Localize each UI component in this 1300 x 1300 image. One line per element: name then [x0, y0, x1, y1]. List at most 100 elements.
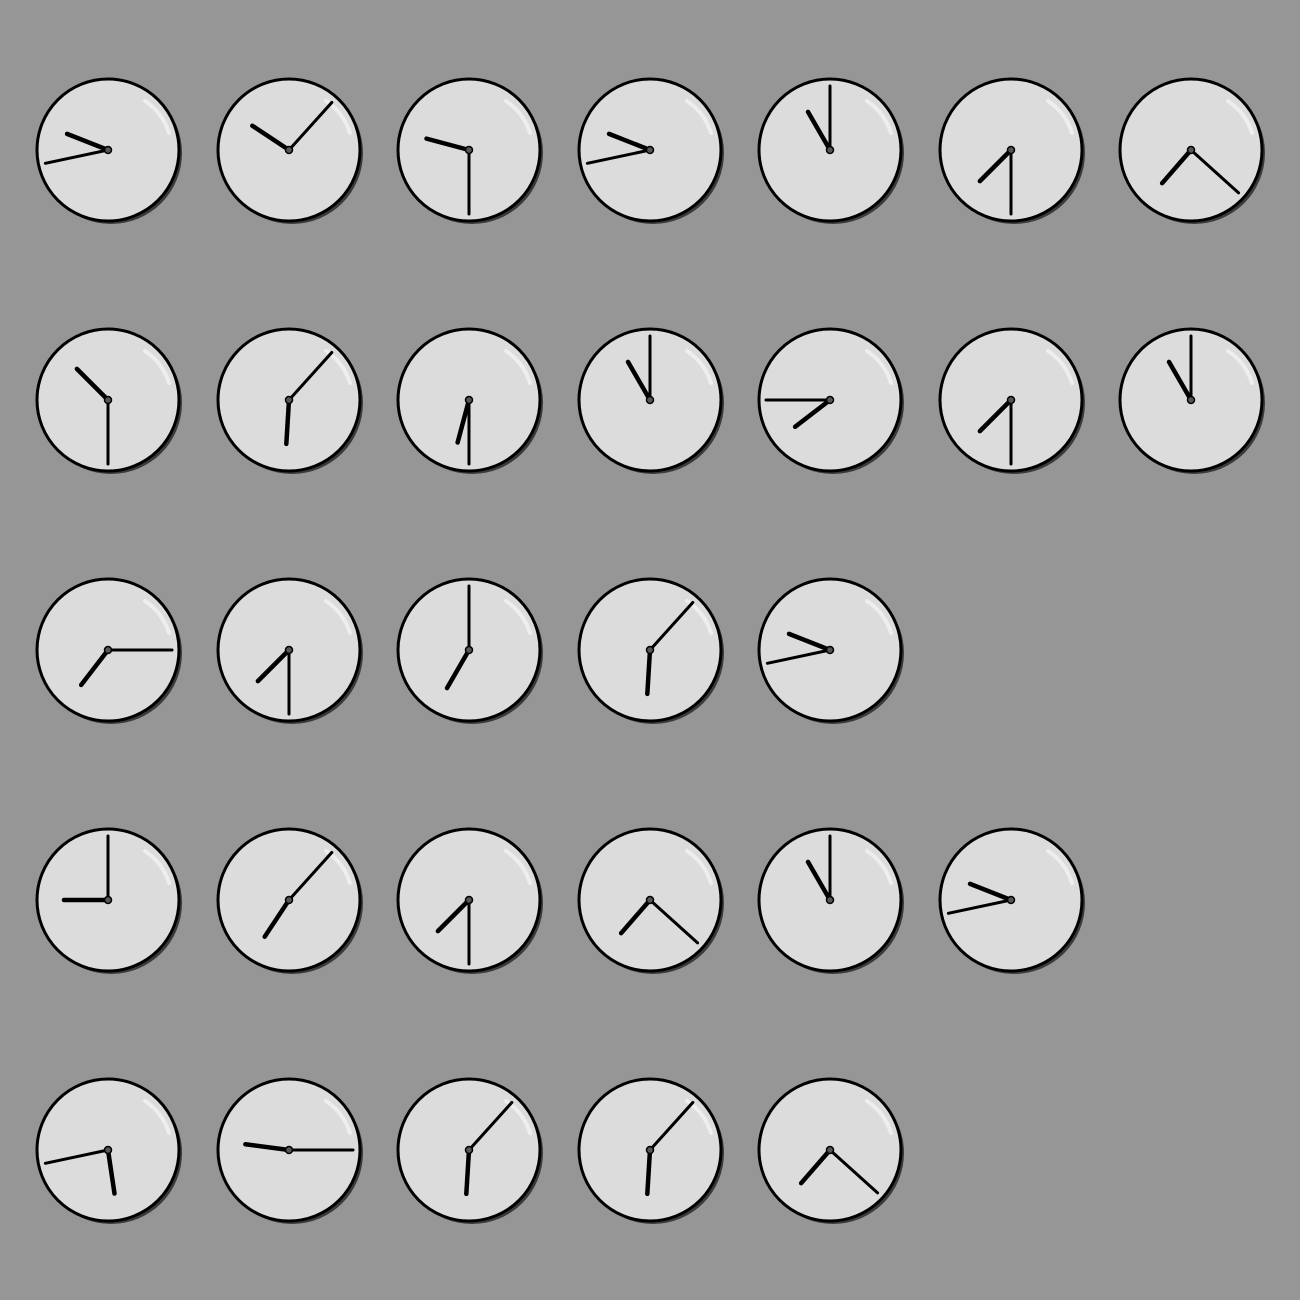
clock-face-svg	[396, 1077, 543, 1224]
clock-pivot	[825, 145, 835, 155]
clock-pivot	[284, 395, 293, 405]
clock	[33, 75, 183, 225]
clock-gloss	[1226, 349, 1254, 385]
hour-hand	[64, 131, 111, 153]
minute-hand	[648, 600, 694, 652]
clock-face-svg	[35, 1077, 182, 1224]
clock-gloss	[1226, 99, 1254, 135]
clock-face-svg	[216, 77, 363, 224]
hour-hand	[644, 647, 652, 697]
hour-hand	[283, 397, 291, 447]
clock	[755, 825, 905, 975]
clock-pivot	[284, 1145, 293, 1155]
clock-gloss	[504, 599, 532, 635]
clock	[936, 75, 1086, 225]
clock-pivot	[1186, 395, 1196, 405]
hour-hand	[644, 1147, 652, 1197]
clock	[755, 75, 905, 225]
hour-hand	[977, 147, 1013, 184]
hour-hand	[255, 647, 291, 684]
clock-pivot	[464, 645, 474, 655]
clock-face-svg	[757, 577, 904, 724]
clock-pivot	[645, 645, 654, 655]
minute-hand	[585, 148, 651, 165]
clock-pivot	[464, 145, 474, 155]
clock-gloss	[1045, 349, 1074, 385]
clock	[575, 325, 725, 475]
hour-hand	[792, 397, 833, 430]
clock-gloss	[865, 349, 893, 385]
clock-face-svg	[938, 77, 1085, 224]
clock	[33, 325, 183, 475]
clock-gloss	[323, 349, 352, 385]
clock-pivot	[464, 1145, 474, 1155]
clock-gloss	[323, 849, 352, 885]
clock	[214, 825, 364, 975]
clock-face-svg	[216, 827, 363, 974]
clock	[214, 575, 364, 725]
clock-face-svg	[577, 577, 724, 724]
clock-face-svg	[757, 327, 904, 474]
clock-pivot	[825, 645, 835, 655]
clock-pivot	[103, 645, 113, 655]
clock-pivot	[464, 395, 474, 405]
clock-gloss	[865, 849, 893, 885]
clock	[33, 575, 183, 725]
clock	[936, 325, 1086, 475]
clock-pivot	[825, 395, 835, 405]
clock-face-svg	[35, 327, 182, 474]
clock-gloss	[1045, 849, 1074, 885]
clock-face-svg	[757, 77, 904, 224]
clock-face-svg	[216, 327, 363, 474]
clock	[575, 1075, 725, 1225]
clock	[394, 1075, 544, 1225]
clock-face-svg	[757, 827, 904, 974]
hour-hand	[78, 647, 111, 688]
hour-hand	[455, 397, 472, 445]
clock-gloss	[865, 599, 893, 635]
clock-pivot	[464, 895, 474, 905]
clock-face-svg	[577, 77, 724, 224]
clock-face-svg	[1118, 77, 1265, 224]
clock	[575, 825, 725, 975]
hour-hand	[1159, 147, 1194, 186]
clock	[394, 75, 544, 225]
clock-face-svg	[396, 327, 543, 474]
clock	[1116, 75, 1266, 225]
clock	[214, 75, 364, 225]
clock-face-svg	[938, 827, 1085, 974]
clock-gloss	[684, 599, 713, 635]
minute-hand	[765, 648, 832, 665]
minute-hand	[1189, 148, 1241, 195]
clock-gloss	[143, 849, 171, 885]
clock-gloss	[684, 849, 713, 885]
clock-pivot	[1186, 145, 1196, 155]
hour-hand	[805, 859, 833, 903]
clock-face-svg	[396, 77, 543, 224]
minute-hand	[43, 1148, 110, 1165]
hour-hand	[74, 366, 111, 403]
clock	[214, 1075, 364, 1225]
hour-hand	[786, 631, 833, 653]
clock-face-svg	[35, 77, 182, 224]
clock-pivot	[825, 1145, 835, 1155]
clock	[755, 1075, 905, 1225]
clock-pivot	[1006, 895, 1015, 905]
minute-hand	[43, 148, 110, 165]
minute-hand	[287, 850, 333, 902]
clock	[394, 825, 544, 975]
clock-gloss	[143, 99, 171, 135]
clock-pivot	[645, 395, 654, 405]
clock-gloss	[865, 99, 893, 135]
clock-pivot	[284, 645, 293, 655]
hour-hand	[977, 397, 1013, 434]
clock	[394, 575, 544, 725]
clock-pivot	[1006, 145, 1015, 155]
clock-face-svg	[216, 577, 363, 724]
clock-gloss	[323, 99, 352, 135]
clock-gloss	[143, 599, 171, 635]
clock-pivot	[645, 895, 654, 905]
clock-face-svg	[396, 577, 543, 724]
clock-face-svg	[938, 327, 1085, 474]
clock	[214, 325, 364, 475]
